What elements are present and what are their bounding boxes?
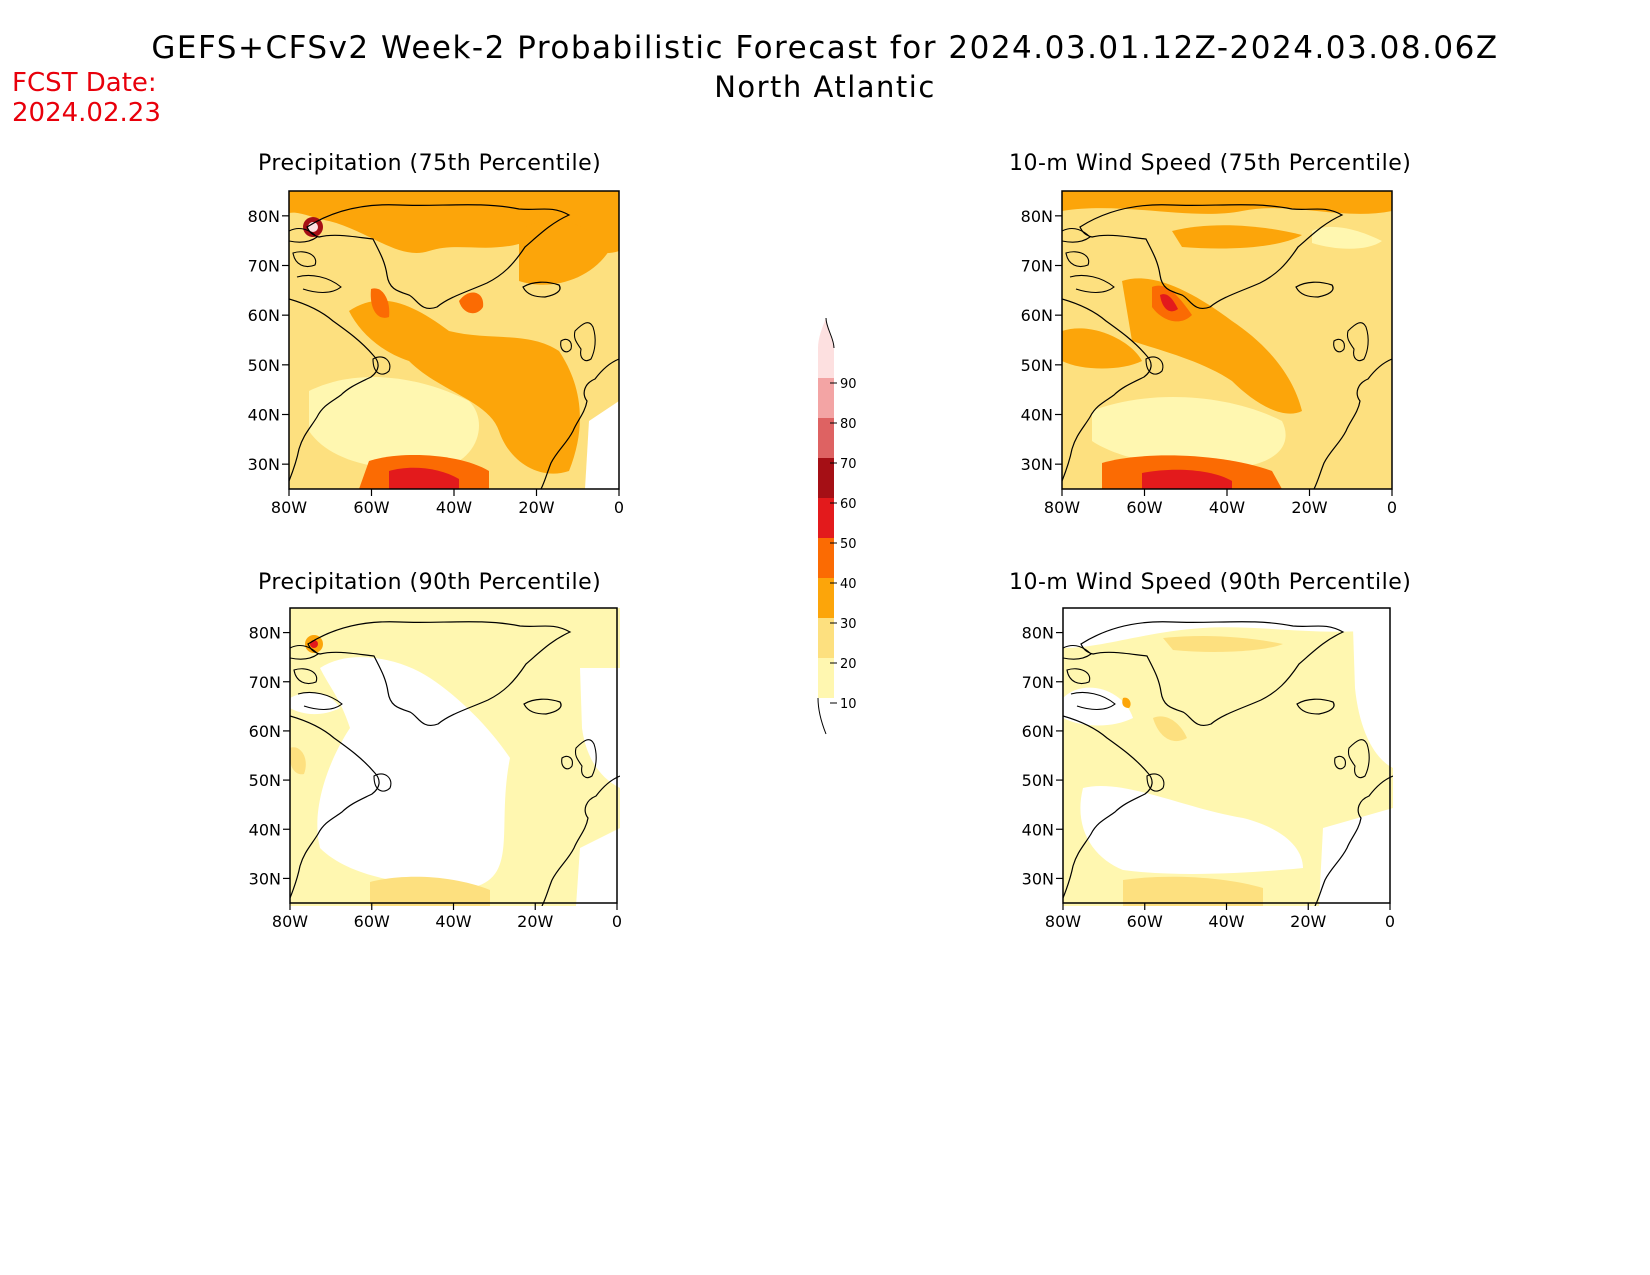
lat-label: 30N [1021,455,1053,474]
lon-label: 20W [1290,912,1326,931]
colorbar-label: 60 [840,497,857,512]
lat-label: 40N [1021,406,1053,425]
main-title: GEFS+CFSv2 Week-2 Probabilistic Forecast… [0,30,1650,104]
lat-label: 40N [249,820,281,839]
lon-label: 40W [1208,912,1244,931]
lon-label: 0 [614,498,624,517]
colorbar-swatch [818,498,834,538]
colorbar-swatch [818,658,834,698]
lat-label: 60N [1021,306,1053,325]
axes-layer: 80N 70N 60N 50N 40N 30N 80W 60W 40W 20W 0 80N 70N 60N… [248,207,1397,931]
forecast-date-label: FCST Date: [12,68,157,98]
colorbar-swatch [818,318,834,378]
colorbar-swatch [818,538,834,578]
colorbar-label: 10 [840,697,857,712]
lat-label: 40N [248,406,280,425]
colorbar-swatch [818,618,834,658]
lat-label: 70N [248,257,280,276]
forecast-date: FCST Date: 2024.02.23 [12,68,161,128]
map-panel-wind-90 [1062,607,1393,906]
lat-label: 40N [1022,820,1054,839]
colorbar-swatch [818,418,834,458]
lat-label: 50N [1022,771,1054,790]
lat-label: 50N [249,771,281,790]
lat-label: 70N [1022,673,1054,692]
lat-label: 60N [1022,722,1054,741]
lon-label: 0 [1387,498,1397,517]
lon-label: 40W [436,498,472,517]
panel-title-wind-90: 10-m Wind Speed (90th Percentile) [1009,570,1412,595]
colorbar-swatch [818,378,834,418]
map-panel-precip-75 [288,190,620,490]
lon-label: 60W [1127,912,1163,931]
colorbar-label: 20 [840,657,857,672]
colorbar-swatch [818,578,834,618]
lat-label: 70N [1021,257,1053,276]
region-title: North Atlantic [714,70,936,104]
lon-label: 80W [271,498,307,517]
lat-label: 80N [1022,624,1054,643]
colorbar: 10 20 30 40 50 60 70 80 90 [817,317,857,735]
lon-label: 60W [354,912,390,931]
lon-label: 80W [1044,498,1080,517]
lat-label: 60N [249,722,281,741]
lon-label: 20W [517,912,553,931]
lat-label: 60N [248,306,280,325]
lat-label: 80N [249,624,281,643]
colorbar-label: 70 [840,457,857,472]
panel-title-precip-90: Precipitation (90th Percentile) [258,570,602,595]
panel-title-wind-75: 10-m Wind Speed (75th Percentile) [1009,151,1412,176]
lon-label: 20W [518,498,554,517]
colorbar-label: 90 [840,377,857,392]
colorbar-swatch [818,458,834,498]
map-panel-wind-75 [1061,190,1393,490]
lon-label: 60W [353,498,389,517]
colorbar-label: 50 [840,537,857,552]
lat-label: 80N [248,207,280,226]
lon-label: 0 [1385,912,1395,931]
lon-label: 40W [1209,498,1245,517]
colorbar-bottom-cap [817,697,827,735]
lon-label: 40W [435,912,471,931]
lat-label: 80N [1021,207,1053,226]
lat-label: 70N [249,673,281,692]
colorbar-top-cap [825,317,835,349]
lat-label: 30N [249,869,281,888]
lat-label: 50N [248,356,280,375]
map-panel-precip-90 [289,607,620,906]
colorbar-label: 80 [840,417,857,432]
lon-label: 80W [272,912,308,931]
lon-label: 20W [1291,498,1327,517]
forecast-date-value: 2024.02.23 [12,98,161,128]
lon-label: 80W [1045,912,1081,931]
title-line: GEFS+CFSv2 Week-2 Probabilistic Forecast… [151,30,1499,66]
panel-title-precip-75: Precipitation (75th Percentile) [258,151,602,176]
lon-label: 60W [1126,498,1162,517]
colorbar-label: 40 [840,577,857,592]
lon-label: 0 [612,912,622,931]
lat-label: 50N [1021,356,1053,375]
lat-label: 30N [1022,869,1054,888]
colorbar-label: 30 [840,617,857,632]
lat-label: 30N [248,455,280,474]
